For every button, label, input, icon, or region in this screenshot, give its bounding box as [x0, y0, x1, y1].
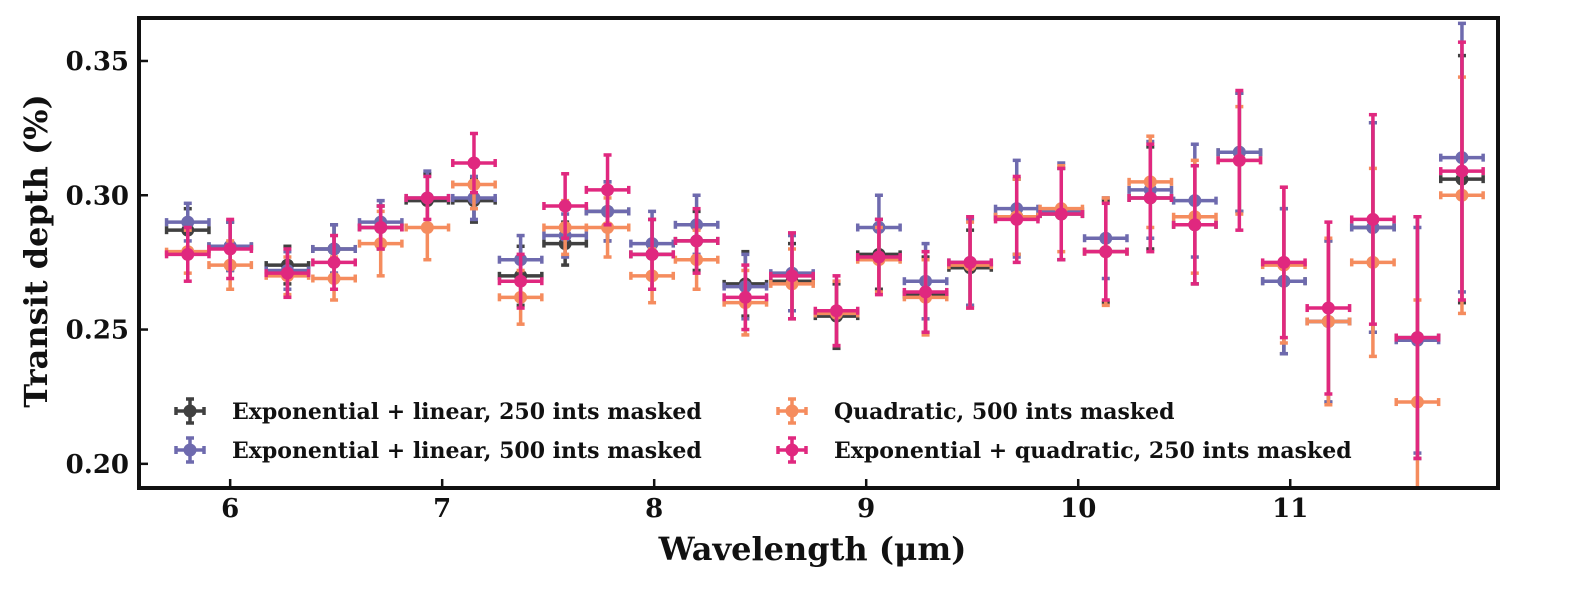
data-point	[919, 285, 933, 299]
data-point	[1366, 212, 1380, 226]
y-tick-label: 0.20	[66, 450, 129, 480]
legend-marker-dot	[785, 404, 799, 418]
data-point	[1188, 218, 1202, 232]
data-point	[1010, 212, 1024, 226]
plot-frame	[137, 16, 1500, 490]
data-point	[785, 269, 799, 283]
data-point	[327, 255, 341, 269]
legend-label: Exponential + linear, 250 ints masked	[232, 399, 702, 425]
data-point	[645, 247, 659, 261]
x-tick-label: 11	[1272, 494, 1308, 524]
x-tick-label: 7	[433, 494, 451, 524]
data-point	[963, 255, 977, 269]
x-tick-label: 10	[1060, 494, 1096, 524]
data-point	[601, 183, 615, 197]
data-point	[181, 215, 195, 229]
x-axis-title: Wavelength (μm)	[658, 530, 967, 568]
plot-content	[164, 21, 1485, 488]
data-point	[690, 234, 704, 248]
data-point	[1143, 191, 1157, 205]
data-point	[1321, 301, 1335, 315]
data-point	[872, 250, 886, 264]
data-point	[1232, 153, 1246, 167]
data-point	[223, 242, 237, 256]
y-tick-label: 0.25	[66, 316, 129, 346]
legend-item-4: Exponential + quadratic, 250 ints masked	[776, 436, 1352, 464]
data-point	[420, 191, 434, 205]
legend-marker-dot	[183, 443, 197, 457]
data-point	[1455, 164, 1469, 178]
legend-label: Exponential + linear, 500 ints masked	[232, 438, 702, 464]
x-tick-label: 8	[645, 494, 663, 524]
legend-marker-dot	[785, 443, 799, 457]
data-point	[374, 220, 388, 234]
legend-label: Exponential + quadratic, 250 ints masked	[834, 438, 1352, 464]
x-tick-label: 6	[221, 494, 239, 524]
legend-item-3: Quadratic, 500 ints masked	[776, 397, 1175, 425]
data-point	[1054, 207, 1068, 221]
legend-marker-dot	[183, 404, 197, 418]
y-tick-label: 0.30	[66, 181, 129, 211]
legend: Exponential + linear, 250 ints masked Exp…	[174, 397, 1352, 464]
data-point	[514, 274, 528, 288]
data-point	[1277, 255, 1291, 269]
data-point	[1099, 245, 1113, 259]
data-point	[830, 304, 844, 318]
y-axis: 0.20 0.25 0.30 0.35	[66, 47, 148, 480]
data-point	[280, 266, 294, 280]
x-tick-label: 9	[857, 494, 875, 524]
y-axis-title: Transit depth (%)	[17, 94, 55, 407]
data-point	[181, 247, 195, 261]
data-point	[558, 199, 572, 213]
data-point	[738, 290, 752, 304]
series-4	[164, 40, 1485, 461]
legend-item-2: Exponential + linear, 500 ints masked	[174, 436, 702, 464]
x-axis: 6 7 8 9 10 11	[221, 479, 1308, 524]
data-point	[420, 220, 434, 234]
data-point	[467, 156, 481, 170]
data-point	[1410, 331, 1424, 345]
y-tick-label: 0.35	[66, 47, 129, 77]
legend-label: Quadratic, 500 ints masked	[834, 399, 1175, 425]
legend-item-1: Exponential + linear, 250 ints masked	[174, 397, 702, 425]
